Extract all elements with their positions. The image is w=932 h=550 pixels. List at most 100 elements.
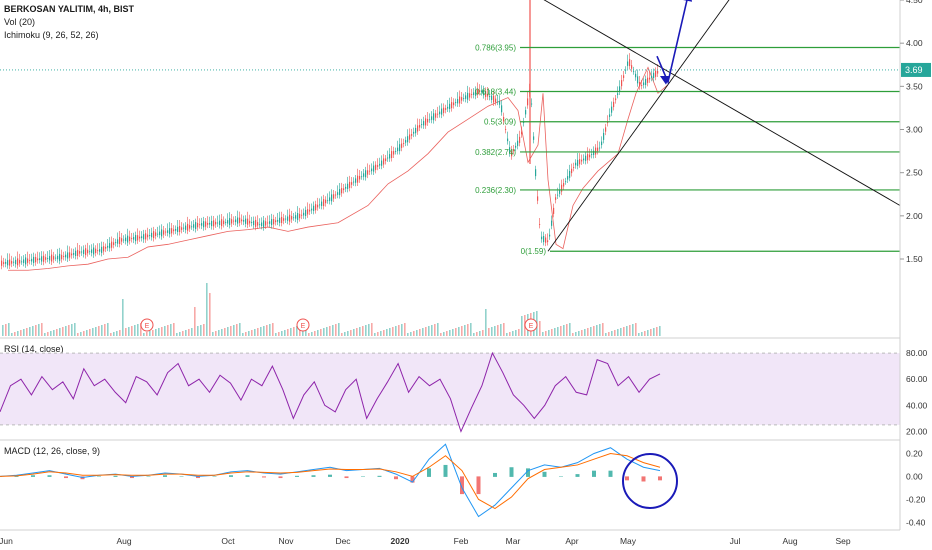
candle [15, 256, 17, 268]
candle-body [305, 209, 307, 216]
candle-body [591, 154, 593, 155]
candle [95, 245, 97, 257]
candle [649, 71, 651, 83]
candle [643, 78, 645, 89]
candle-body [601, 141, 603, 146]
candle-body [393, 151, 395, 155]
candle-body [141, 236, 143, 239]
volume-bar [266, 325, 268, 336]
candle-body [557, 194, 559, 196]
candle-body [247, 218, 249, 225]
candle [157, 226, 159, 238]
macd-histogram-bar [460, 476, 464, 495]
ichimoku-indicator-label[interactable]: Ichimoku (9, 26, 52, 26) [4, 30, 99, 40]
volume-bar [14, 332, 16, 336]
volume-bar [206, 283, 208, 336]
candle-body [385, 158, 387, 162]
candle-body [155, 232, 157, 236]
candle [437, 106, 439, 119]
volume-bar [290, 328, 292, 336]
candle-body [299, 213, 301, 219]
candle-body [547, 240, 549, 243]
candle-body [121, 238, 123, 242]
volume-bar [644, 331, 646, 336]
candle [13, 257, 15, 267]
candle [319, 198, 321, 209]
candle-body [605, 127, 607, 132]
candle [233, 216, 235, 225]
candle [265, 217, 267, 230]
candle-body [51, 254, 53, 262]
candle [139, 230, 141, 242]
candle-body [301, 214, 303, 216]
volume-bar [464, 325, 466, 336]
volume-bar [95, 327, 97, 336]
candle [221, 213, 223, 230]
candle [125, 234, 127, 245]
volume-bar [176, 333, 178, 336]
fib-level-label: 0.382(2.74) [475, 148, 516, 157]
earnings-marker [524, 318, 538, 332]
candle [195, 218, 197, 233]
volume-bar [404, 323, 406, 336]
candle-body [351, 182, 353, 185]
candle-body [533, 136, 535, 140]
candle [253, 216, 255, 229]
candle [419, 118, 421, 132]
volume-bar [296, 326, 298, 336]
vol-indicator-label[interactable]: Vol (20) [4, 17, 36, 27]
rsi-tick-label: 60.00 [906, 374, 928, 384]
candle-body [77, 249, 79, 256]
candle-body [641, 85, 643, 86]
volume-bar [413, 331, 415, 336]
volume-bar [641, 332, 643, 336]
fib-level-label: 0.5(3.09) [484, 118, 516, 127]
candle-body [435, 113, 437, 118]
volume-bar [599, 324, 601, 336]
macd-histogram-bar [476, 476, 481, 495]
volume-bar [392, 327, 394, 336]
candle [311, 203, 313, 214]
volume-bar [131, 326, 133, 336]
candle [631, 60, 633, 73]
time-axis-label: 2020 [391, 536, 410, 546]
volume-bar [38, 324, 40, 336]
volume-bar [245, 332, 247, 336]
candle-body [283, 218, 285, 221]
candle [149, 229, 151, 240]
candle [135, 231, 137, 245]
price-tick-label: 2.50 [906, 168, 923, 178]
candle [403, 138, 405, 148]
macd-indicator-label[interactable]: MACD (12, 26, close, 9) [4, 446, 101, 456]
candle-body [119, 237, 121, 244]
volume-bar [335, 324, 337, 336]
macd-histogram-bar [245, 475, 250, 477]
candle [67, 245, 69, 262]
volume-bar [350, 330, 352, 336]
macd-histogram-bar [542, 471, 547, 477]
candle [153, 226, 155, 242]
candle [533, 132, 535, 144]
volume-bar [248, 331, 250, 336]
candle-body [627, 61, 629, 66]
candle [187, 216, 189, 235]
macd-histogram-bar [608, 470, 613, 477]
volume-bar [185, 330, 187, 336]
time-axis-label: Aug [116, 536, 131, 546]
volume-bar [557, 327, 559, 336]
volume-bar [518, 329, 520, 336]
rsi-tick-label: 80.00 [906, 348, 928, 358]
rsi-indicator-label[interactable]: RSI (14, close) [4, 344, 64, 354]
candle-body [3, 262, 5, 264]
candle-body [619, 86, 621, 92]
volume-bar [398, 325, 400, 336]
volume-bar [77, 333, 79, 336]
volume-bar [182, 331, 184, 336]
candle-body [603, 132, 605, 140]
volume-bar [44, 333, 46, 336]
volume-bar [449, 330, 451, 336]
candle [23, 255, 25, 267]
candle [129, 230, 131, 245]
candle-body [425, 118, 427, 126]
